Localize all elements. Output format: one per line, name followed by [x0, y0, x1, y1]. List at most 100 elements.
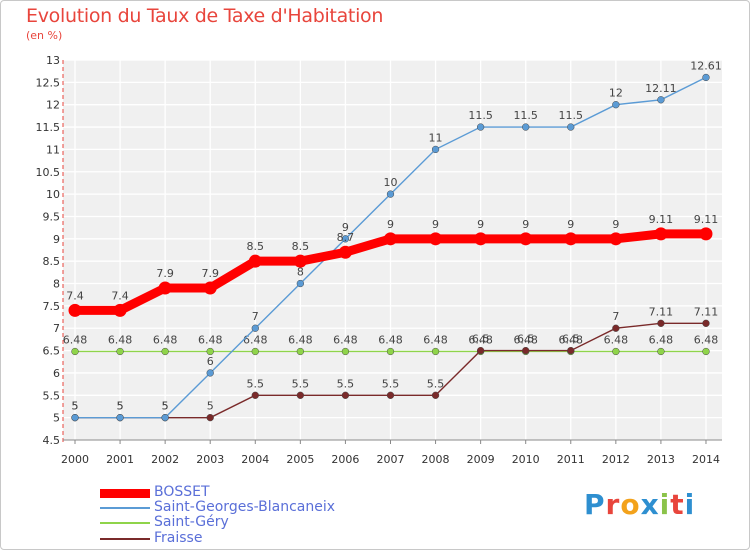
data-label-saint-georges-blancaneix: 11.5: [559, 109, 584, 122]
data-point-saint-g-ry: [657, 347, 665, 356]
data-label-bosset: 9.11: [694, 213, 719, 226]
data-point-saint-georges-blancaneix: [522, 123, 530, 131]
data-point-fraisse: [657, 319, 665, 327]
x-tick-label: 2002: [151, 453, 179, 466]
data-label-fraisse: 7.11: [649, 305, 674, 318]
data-point-saint-georges-blancaneix: [431, 145, 440, 154]
data-label-saint-georges-blancaneix: 11.5: [513, 109, 538, 122]
data-point-fraisse: [476, 346, 485, 355]
data-label-bosset: 9.11: [649, 213, 674, 226]
data-label-fraisse: 5.5: [247, 377, 265, 390]
y-tick-label: 11.5: [36, 121, 61, 134]
data-label-saint-g-ry: 6.48: [513, 333, 538, 346]
data-label-fraisse: 5: [72, 400, 79, 413]
x-tick-label: 2001: [106, 453, 134, 466]
y-tick-label: 7: [53, 322, 60, 335]
data-point-bosset: [699, 227, 713, 241]
data-label-saint-georges-blancaneix: 12.11: [645, 82, 677, 95]
data-point-bosset: [248, 254, 262, 268]
data-label-bosset: 9: [522, 218, 529, 231]
logo-letter: x: [640, 488, 660, 521]
y-tick-label: 5: [53, 412, 60, 425]
data-label-saint-georges-blancaneix: 5: [72, 400, 79, 413]
data-point-fraisse: [522, 346, 530, 355]
data-point-saint-g-ry: [161, 347, 169, 356]
data-point-fraisse: [386, 391, 395, 399]
legend-swatch-fraisse: [100, 538, 150, 540]
data-label-saint-georges-blancaneix: 12: [609, 87, 623, 100]
y-tick-label: 8: [53, 278, 60, 291]
data-label-saint-g-ry: 6.48: [63, 333, 88, 346]
data-label-saint-g-ry: 6.48: [378, 333, 403, 346]
data-label-saint-g-ry: 6.48: [333, 333, 358, 346]
y-tick-label: 8.5: [43, 255, 61, 268]
y-tick-label: 6: [53, 367, 60, 380]
y-tick-label: 5.5: [43, 389, 61, 402]
x-tick-label: 2007: [376, 453, 404, 466]
data-point-bosset: [203, 281, 217, 295]
data-point-saint-georges-blancaneix: [251, 324, 259, 332]
data-point-bosset: [564, 232, 578, 246]
logo-letter: i: [659, 488, 671, 521]
data-point-saint-g-ry: [206, 347, 214, 356]
data-label-fraisse: 5: [162, 400, 169, 413]
data-point-bosset: [338, 245, 352, 259]
logo-letter: t: [670, 488, 685, 521]
data-point-saint-georges-blancaneix: [567, 123, 575, 131]
data-label-saint-georges-blancaneix: 11.5: [468, 109, 493, 122]
y-tick-label: 6.5: [43, 345, 61, 358]
data-label-saint-georges-blancaneix: 7: [252, 310, 259, 323]
data-label-fraisse: 5.5: [382, 377, 400, 390]
x-tick-label: 2014: [692, 453, 720, 466]
y-tick-label: 7.5: [43, 300, 61, 313]
data-point-bosset: [113, 303, 127, 317]
data-point-saint-georges-blancaneix: [341, 235, 350, 243]
logo-letter: P: [584, 488, 606, 521]
y-tick-label: 9: [53, 233, 60, 246]
data-label-saint-g-ry: 6.48: [153, 333, 178, 346]
data-label-bosset: 8.7: [337, 231, 355, 244]
data-point-saint-georges-blancaneix: [702, 73, 710, 82]
data-label-saint-g-ry: 6.48: [243, 333, 268, 346]
data-label-saint-g-ry: 6.48: [198, 333, 223, 346]
data-point-saint-georges-blancaneix: [116, 413, 124, 422]
data-point-fraisse: [702, 319, 710, 327]
data-point-saint-g-ry: [116, 347, 124, 356]
x-tick-label: 2008: [422, 453, 450, 466]
data-point-saint-g-ry: [341, 347, 350, 356]
data-point-saint-georges-blancaneix: [296, 279, 305, 288]
data-point-bosset: [383, 232, 397, 246]
data-label-bosset: 7.4: [111, 289, 129, 302]
data-point-fraisse: [431, 391, 440, 399]
data-label-saint-g-ry: 6.48: [604, 333, 629, 346]
data-label-bosset: 7.9: [156, 267, 174, 280]
y-tick-label: 12: [46, 99, 60, 112]
y-tick-label: 12.5: [36, 76, 61, 89]
data-label-saint-g-ry: 6.48: [468, 333, 493, 346]
data-point-fraisse: [567, 346, 575, 355]
data-point-fraisse: [251, 391, 259, 399]
x-tick-label: 2005: [286, 453, 314, 466]
data-point-bosset: [429, 232, 443, 246]
data-point-saint-georges-blancaneix: [476, 123, 485, 131]
y-tick-label: 4.5: [43, 434, 61, 447]
data-label-fraisse: 6.5: [472, 333, 490, 346]
data-label-saint-georges-blancaneix: 5: [117, 400, 124, 413]
data-label-saint-g-ry: 6.48: [559, 333, 584, 346]
data-point-saint-georges-blancaneix: [206, 369, 214, 377]
data-point-bosset: [68, 303, 82, 317]
data-point-saint-g-ry: [251, 347, 259, 356]
data-point-bosset: [474, 232, 488, 246]
y-tick-label: 11: [46, 143, 60, 156]
data-label-fraisse: 5.5: [427, 377, 445, 390]
legend-label-fraisse: Fraisse: [154, 530, 203, 546]
data-label-saint-georges-blancaneix: 8: [297, 266, 304, 279]
data-label-bosset: 9: [612, 218, 619, 231]
data-label-bosset: 9: [432, 218, 439, 231]
data-point-bosset: [609, 232, 623, 246]
x-tick-label: 2010: [512, 453, 540, 466]
data-label-saint-g-ry: 6.48: [423, 333, 448, 346]
data-point-fraisse: [341, 391, 350, 399]
legend-swatch-saint-georges: [100, 507, 150, 509]
